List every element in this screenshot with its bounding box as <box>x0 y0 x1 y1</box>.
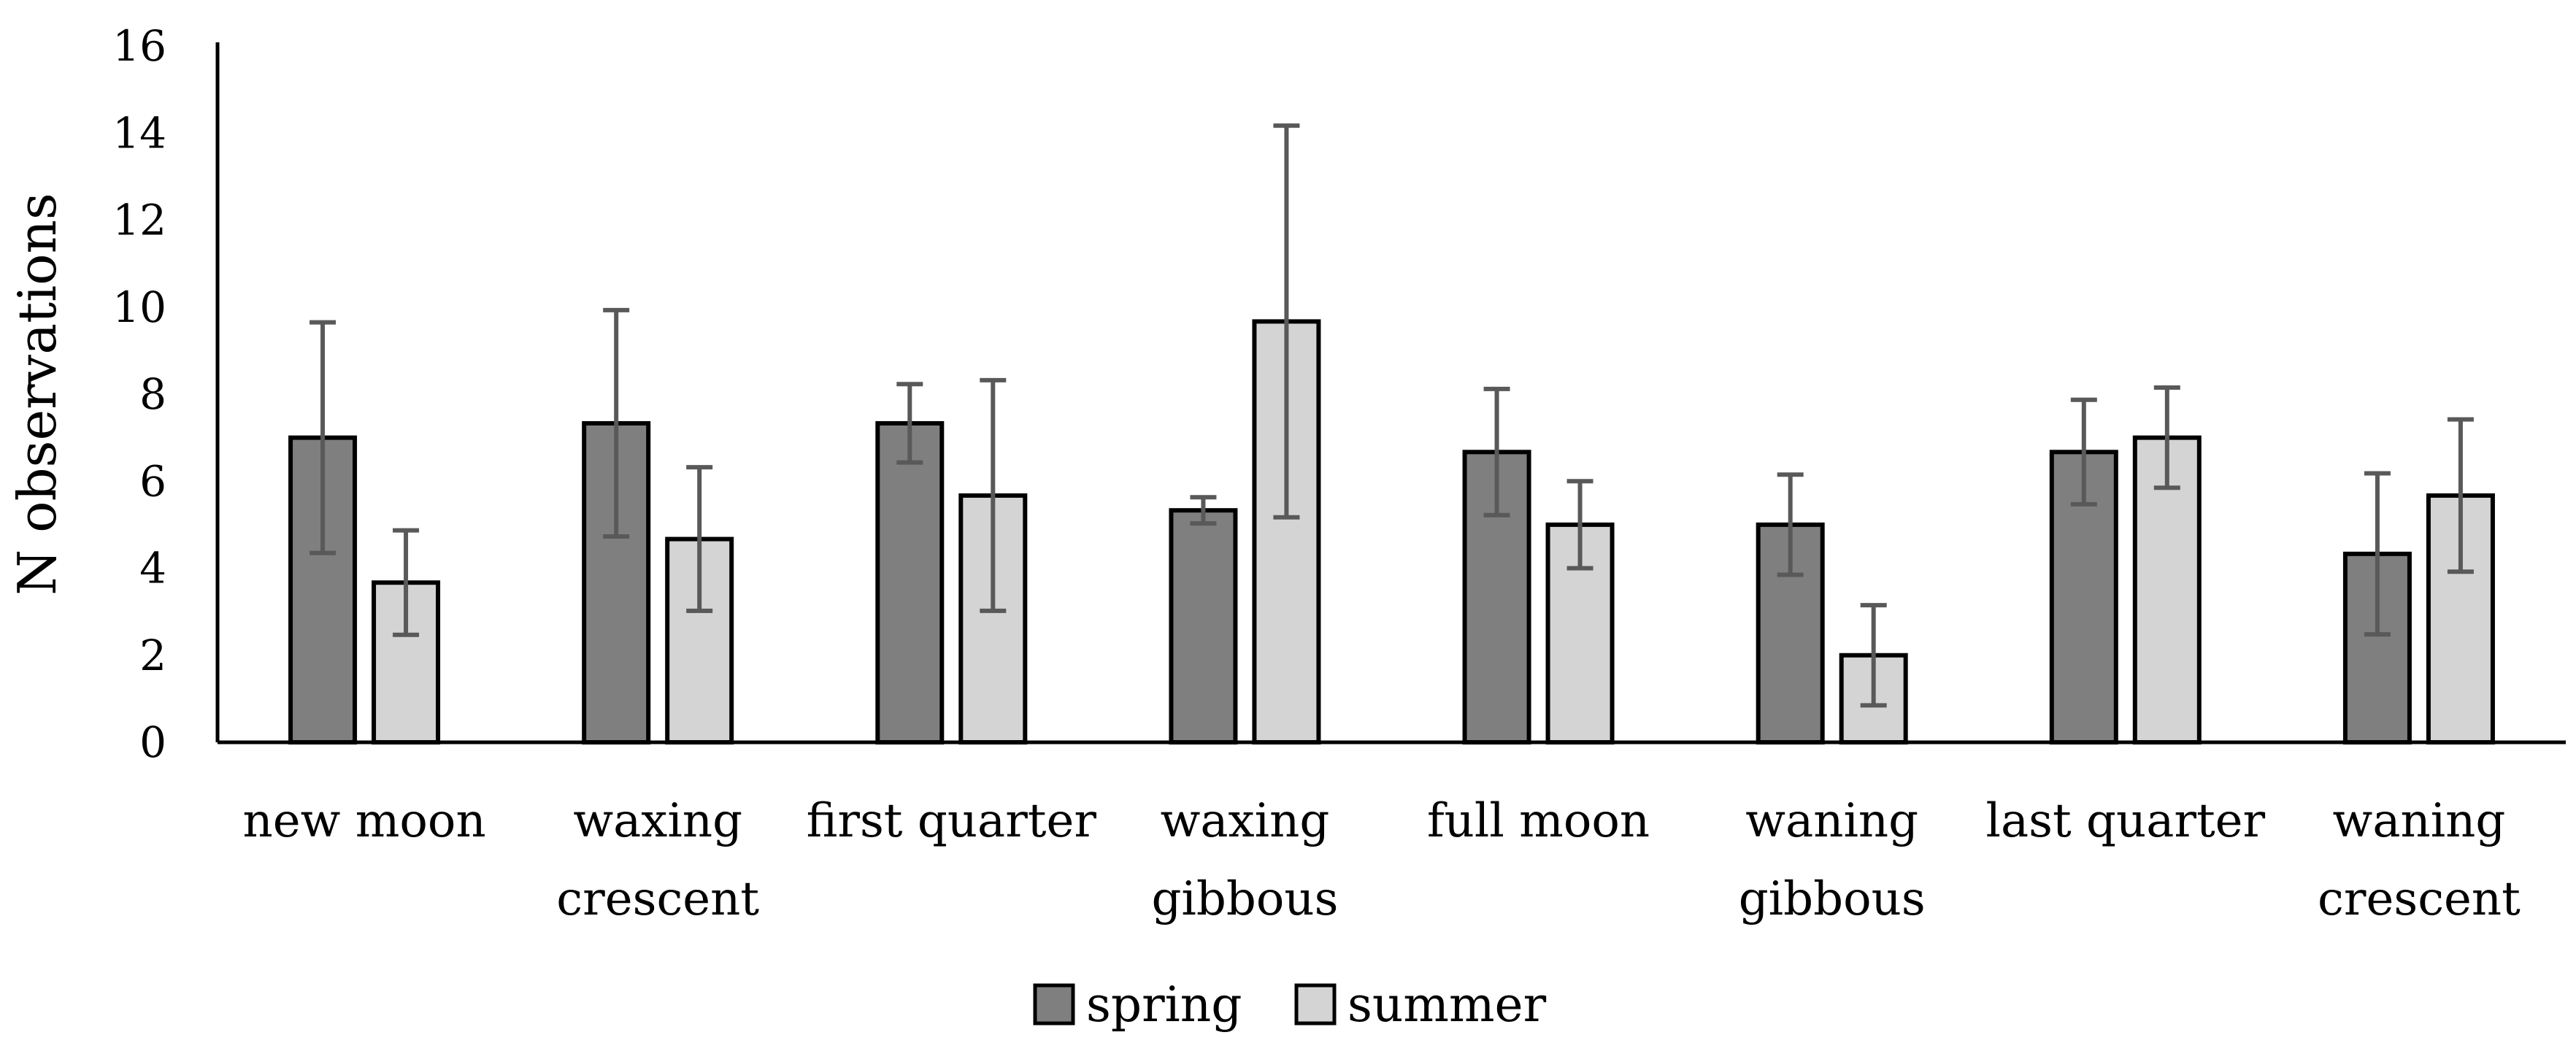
x-tick-label: waxing <box>1161 794 1330 848</box>
x-tick-label: first quarter <box>807 794 1097 848</box>
x-tick-label: waxing <box>573 794 742 848</box>
bar-spring-2 <box>875 420 945 744</box>
x-tick-label: crescent <box>2318 872 2521 926</box>
y-tick-label: 2 <box>139 631 166 680</box>
y-axis-title: N observations <box>7 193 68 596</box>
y-tick-label: 6 <box>139 456 166 506</box>
y-tick-label: 0 <box>139 717 166 767</box>
x-tick-label: last quarter <box>1985 794 2265 848</box>
x-tick-label: crescent <box>556 872 759 926</box>
y-tick-label: 16 <box>112 21 166 71</box>
legend-swatch-spring <box>1033 983 1075 1026</box>
x-tick-label: waning <box>2333 794 2506 848</box>
y-tick-label: 12 <box>112 196 166 245</box>
x-tick-label: new moon <box>242 794 485 848</box>
y-tick-label: 14 <box>112 108 166 158</box>
bar-spring-3 <box>1169 508 1238 744</box>
x-tick-label: gibbous <box>1739 872 1926 926</box>
x-tick-label: full moon <box>1427 794 1650 848</box>
y-tick-label: 4 <box>139 544 166 593</box>
legend-label-summer: summer <box>1347 977 1547 1033</box>
legend-swatch-summer <box>1294 983 1337 1026</box>
y-tick-label: 10 <box>112 282 166 332</box>
x-tick-label: gibbous <box>1151 872 1338 926</box>
legend-label-spring: spring <box>1086 977 1242 1033</box>
x-tick-label: waning <box>1745 794 1918 848</box>
y-tick-label: 8 <box>139 369 166 419</box>
